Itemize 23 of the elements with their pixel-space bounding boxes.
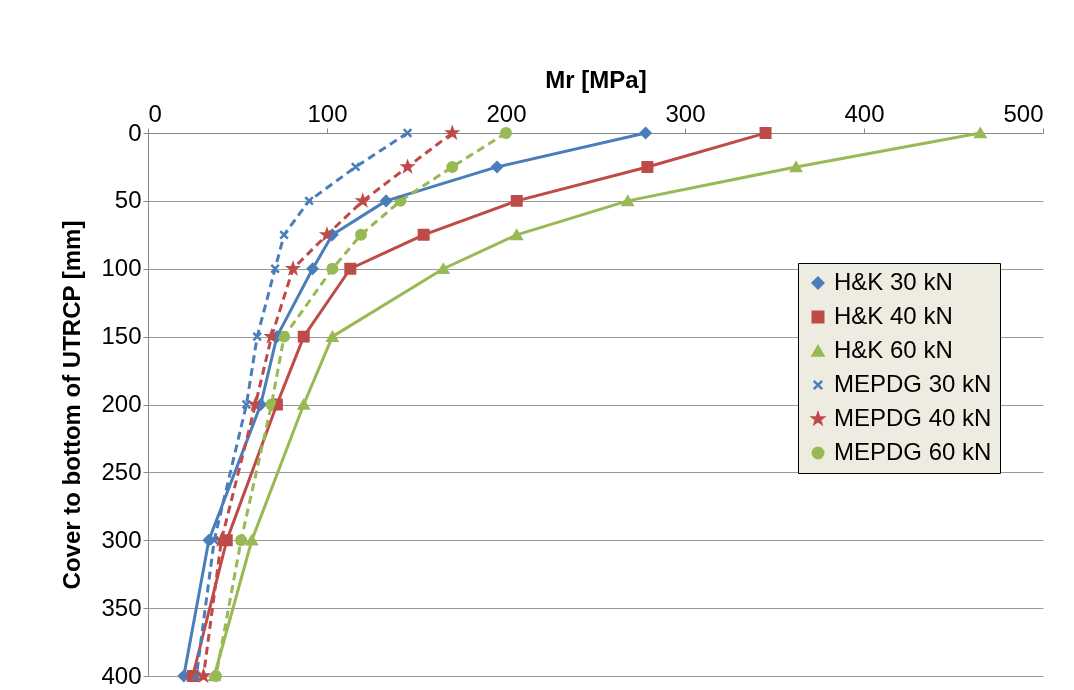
x-axis-title: Mr [MPa]: [545, 65, 647, 93]
legend-label: MEPDG 30 kN: [834, 370, 992, 397]
y-tick-label: 100: [101, 254, 142, 282]
x-tick-label: 400: [844, 99, 885, 127]
y-tick-label: 50: [114, 186, 142, 214]
y-tick-label: 350: [101, 593, 142, 621]
legend-label: H&K 30 kN: [834, 268, 953, 295]
x-tick-label: 100: [307, 99, 348, 127]
legend-label: H&K 60 kN: [834, 336, 953, 363]
y-tick-label: 200: [101, 390, 142, 417]
x-tick-label: 0: [148, 99, 162, 127]
y-tick-label: 150: [101, 322, 142, 350]
legend-label: MEPDG 60 kN: [834, 438, 992, 465]
legend-label: H&K 40 kN: [834, 302, 953, 329]
y-tick-label: 400: [101, 661, 142, 689]
y-tick-label: 250: [101, 457, 142, 485]
x-tick-label: 500: [1003, 99, 1044, 127]
y-tick-label: 300: [101, 525, 142, 553]
x-tick-label: 300: [665, 99, 706, 127]
legend-label: MEPDG 40 kN: [834, 404, 992, 431]
y-axis-title: Cover to bottom of UTRCP [mm]: [58, 220, 86, 590]
x-tick-label: 200: [486, 99, 527, 127]
y-tick-label: 0: [128, 118, 142, 146]
